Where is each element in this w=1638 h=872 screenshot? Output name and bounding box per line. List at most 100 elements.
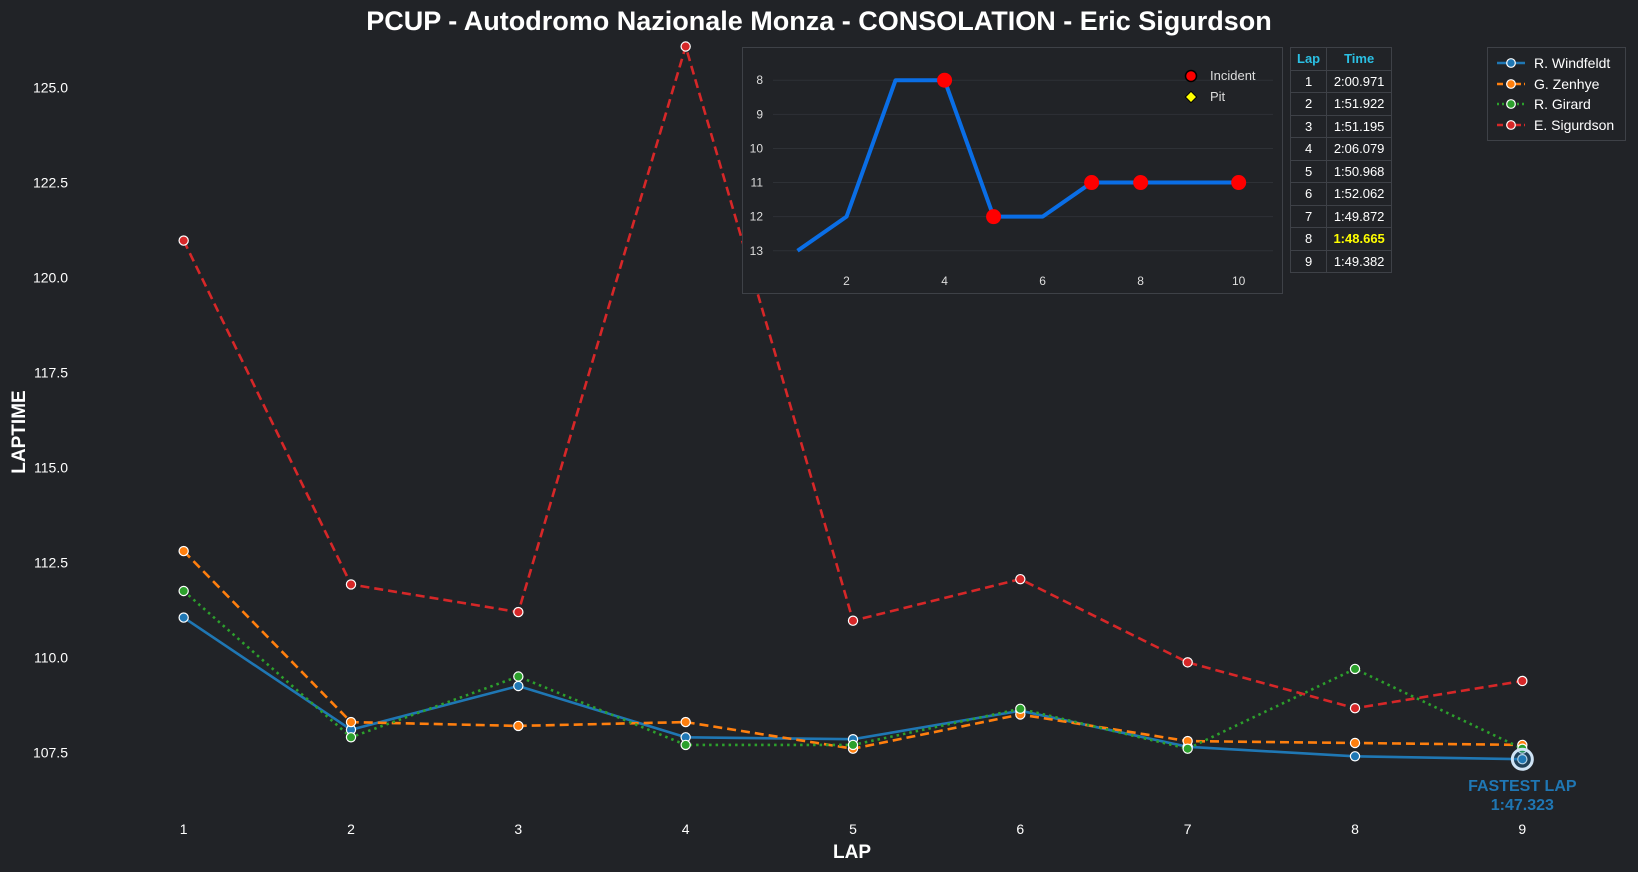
x-tick-label: 1	[180, 821, 188, 837]
data-point	[680, 739, 691, 751]
lap-cell: 3	[1289, 114, 1328, 138]
y-tick-label: 107.5	[33, 745, 68, 761]
incident-legend-icon	[1184, 69, 1198, 83]
legend-item: R. Windfeldt	[1496, 53, 1610, 73]
time-cell: 1:52.062	[1326, 182, 1393, 206]
pit-legend-icon	[1184, 90, 1198, 104]
time-cell: 1:51.195	[1326, 114, 1393, 138]
table-row: 9 1:49.382	[1289, 249, 1393, 273]
inset-y-tick: 10	[750, 141, 764, 155]
table-row: 1 2:00.971	[1289, 69, 1393, 93]
data-point	[178, 585, 189, 597]
legend-swatch	[1497, 58, 1525, 68]
x-tick-label: 8	[1351, 821, 1359, 837]
lap-cell: 8	[1289, 227, 1328, 251]
legend-label: R. Girard	[1534, 96, 1591, 112]
data-point	[513, 671, 524, 682]
inset-x-tick: 6	[1039, 274, 1046, 288]
series-legend: R. Windfeldt G. Zenhye R. Girard E. Sigurds…	[1487, 47, 1626, 141]
data-point	[1015, 703, 1026, 715]
time-cell: 1:51.922	[1326, 92, 1393, 116]
table-row: 4 2:06.079	[1289, 137, 1393, 161]
x-tick-label: 2	[347, 821, 355, 837]
x-tick-label: 9	[1518, 821, 1526, 837]
incident-marker	[1133, 175, 1149, 191]
data-point	[1517, 754, 1528, 765]
x-tick-label: 4	[682, 821, 690, 837]
legend-item: G. Zenhye	[1496, 74, 1599, 94]
inset-x-tick: 4	[941, 274, 948, 288]
inset-x-ticks: 2 4 6 8 10	[843, 274, 1245, 288]
inset-grid	[773, 79, 1273, 252]
chart-title: PCUP - Autodromo Nazionale Monza - CONSO…	[366, 6, 1272, 36]
table-row: 8 1:48.665	[1289, 227, 1393, 251]
y-axis-ticks: 107.5 110.0 112.5 115.0 117.5 120.0 122.5 125.0	[33, 80, 68, 761]
x-tick-label: 5	[849, 821, 857, 837]
position-line	[796, 78, 1239, 253]
legend-label: E. Sigurdson	[1534, 116, 1615, 133]
series-points	[178, 41, 1528, 765]
y-tick-label: 112.5	[34, 555, 68, 571]
data-point	[178, 612, 189, 623]
data-point	[847, 739, 859, 751]
data-point	[1349, 703, 1361, 714]
lap-cell: 2	[1289, 92, 1328, 116]
inset-x-tick: 10	[1232, 274, 1246, 288]
time-cell: 2:00.971	[1326, 69, 1393, 93]
table-row: 2 1:51.922	[1289, 92, 1393, 116]
data-point	[1349, 663, 1361, 675]
data-point	[345, 716, 357, 728]
x-axis-ticks: 1 2 3 4 5 6 7 8 9	[180, 821, 1527, 837]
data-point	[513, 606, 524, 618]
lap-time-table: Lap Time 1 2:00.971 2 1:51.922 3 1:51.195 4 2:0…	[1289, 47, 1393, 273]
lap-cell: 6	[1289, 182, 1328, 206]
incident-marker	[986, 209, 1002, 225]
lap-cell: 9	[1289, 249, 1328, 273]
time-cell: 2:06.079	[1326, 137, 1393, 161]
fastest-lap-time: 1:47.323	[1491, 797, 1554, 814]
lap-cell: 4	[1289, 137, 1328, 161]
x-axis-label: LAP	[833, 842, 871, 863]
time-cell: 1:49.872	[1326, 204, 1393, 228]
data-point	[1517, 675, 1528, 687]
incident-legend-label: Incident	[1210, 68, 1256, 83]
y-tick-label: 110.0	[34, 650, 68, 666]
data-point	[1349, 737, 1361, 749]
legend-item: E. Sigurdson	[1496, 115, 1614, 135]
data-point	[680, 41, 691, 52]
legend-swatch	[1497, 119, 1525, 130]
legend-item: R. Girard	[1496, 94, 1591, 114]
y-axis-label: LAPTIME	[9, 390, 30, 473]
pit-legend-label: Pit	[1210, 89, 1226, 104]
time-column-header: Time	[1326, 47, 1393, 71]
x-tick-label: 3	[514, 821, 522, 837]
data-point	[178, 545, 189, 557]
lap-cell: 5	[1289, 159, 1328, 183]
incident-marker	[937, 72, 953, 88]
y-tick-label: 122.5	[33, 175, 68, 191]
data-point	[1015, 573, 1026, 585]
data-point	[345, 732, 357, 743]
position-inset-chart: 8 9 10 11 12 13 2 4 6 8 10 Incident Pit	[742, 47, 1283, 294]
data-point	[1349, 751, 1361, 762]
time-cell: 1:49.382	[1326, 249, 1393, 273]
data-point	[847, 615, 859, 626]
data-point	[345, 579, 357, 590]
lap-cell: 1	[1289, 69, 1328, 93]
lap-cell: 7	[1289, 204, 1328, 228]
table-row: 7 1:49.872	[1289, 204, 1393, 228]
y-tick-label: 115.0	[34, 460, 68, 476]
inset-incident-markers	[937, 72, 1247, 225]
data-point	[513, 680, 524, 692]
legend-label: G. Zenhye	[1534, 75, 1600, 92]
table-header-row: Lap Time	[1289, 47, 1393, 71]
fastest-lap-ring	[1510, 747, 1534, 771]
legend-label: R. Windfeldt	[1534, 55, 1611, 71]
inset-y-tick: 11	[751, 176, 764, 190]
data-point	[178, 235, 189, 246]
series-line-1	[182, 550, 1523, 751]
inset-y-tick: 8	[756, 73, 763, 87]
y-tick-label: 125.0	[33, 80, 68, 96]
inset-position-line	[796, 78, 1239, 253]
